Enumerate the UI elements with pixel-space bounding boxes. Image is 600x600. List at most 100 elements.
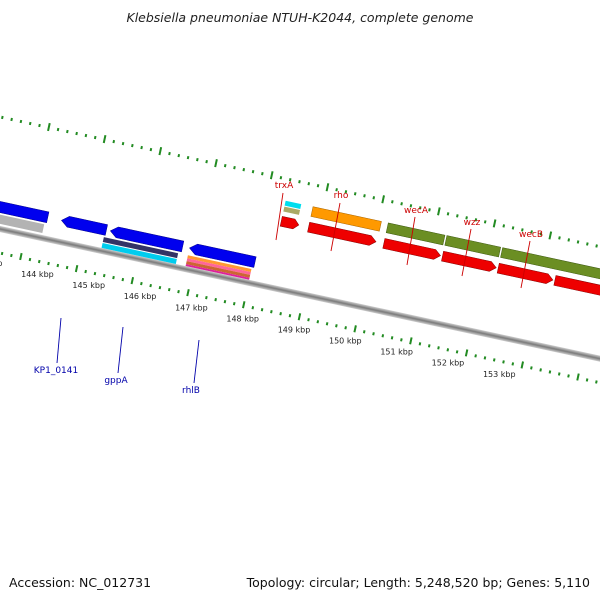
tick-mark (316, 184, 320, 188)
tick-mark (19, 252, 23, 261)
tick-mark (223, 300, 227, 304)
scale-label: 148 kbp (226, 314, 259, 323)
gene-label-wecB: wecB (519, 230, 543, 240)
tick-mark (557, 372, 561, 376)
tick-mark (121, 277, 125, 282)
tick-mark (205, 295, 208, 300)
tick-mark (548, 231, 553, 240)
tick-mark (177, 289, 180, 294)
tick-mark (140, 281, 143, 286)
tick-mark (492, 358, 496, 362)
tick-mark (502, 360, 505, 364)
tick-mark (437, 207, 441, 216)
cds-arrow-forward (441, 250, 497, 272)
cog-bar-cyan (284, 200, 302, 209)
cds-arrow-reverse (0, 199, 50, 224)
tick-mark (1, 115, 4, 120)
tick-mark (186, 289, 190, 297)
cog-bar-orange (187, 255, 252, 272)
tick-mark (130, 276, 135, 285)
tick-mark (251, 170, 255, 174)
gene-leader (461, 228, 472, 277)
tick-mark (177, 153, 181, 158)
scale-label: 150 kbp (329, 337, 362, 346)
cds-arrow-forward (553, 275, 600, 300)
tick-mark (279, 176, 283, 180)
tick-mark (335, 324, 338, 328)
tick-mark (75, 131, 78, 136)
tick-mark (112, 275, 115, 280)
tick-mark (102, 134, 107, 144)
tick-mark (297, 313, 302, 321)
tick-mark (409, 204, 413, 208)
tick-mark (455, 350, 459, 354)
tick-mark (0, 251, 4, 256)
tick-mark (464, 349, 469, 357)
tick-mark (47, 261, 50, 266)
tick-mark (74, 264, 79, 273)
tick-mark (205, 159, 208, 164)
gene-leader (330, 202, 341, 252)
tick-mark (362, 330, 366, 334)
tick-mark (28, 257, 32, 262)
tick-mark (418, 342, 422, 346)
tick-mark (446, 212, 450, 216)
tick-mark (428, 208, 431, 212)
tick-mark (576, 240, 580, 244)
tick-mark (269, 171, 274, 180)
tick-mark (456, 214, 459, 218)
gene-leader (406, 216, 416, 266)
gene-leader (520, 240, 531, 289)
tick-mark (10, 117, 13, 122)
tick-mark (558, 236, 561, 240)
tick-mark (381, 334, 385, 338)
tick-mark (344, 326, 347, 330)
cog-bar-navy (102, 237, 179, 259)
tick-mark (390, 336, 394, 340)
gene-label-rhlB: rhlB (182, 386, 200, 396)
tick-mark (409, 337, 413, 345)
gene-label-rho: rho (334, 191, 349, 201)
tick-mark (84, 269, 87, 274)
tick-mark (279, 312, 282, 316)
tick-mark (131, 143, 134, 148)
cog-bar-salmon (186, 261, 251, 278)
cds-arrow-forward (307, 221, 377, 246)
tick-mark (548, 370, 552, 374)
scale-label: 149 kbp (278, 325, 311, 334)
gene-labels: trxA rho wecA wzz wecB KP1_0141 gppA rhlB (34, 181, 543, 396)
tick-mark (242, 167, 246, 172)
tick-mark (307, 182, 311, 186)
tick-mark (93, 135, 97, 140)
tick-mark (168, 151, 171, 156)
tick-mark (214, 297, 217, 302)
gene-label-wzz: wzz (464, 218, 481, 228)
tick-mark (521, 228, 524, 232)
tick-mark (65, 265, 69, 270)
tick-mark (520, 361, 525, 369)
cds-arrow-reverse (109, 226, 185, 253)
tick-mark (242, 301, 246, 309)
scale-label: 143 kbp (0, 259, 2, 268)
genome-backbone (0, 219, 600, 374)
tick-mark (446, 348, 450, 352)
inner-tick-ring (0, 251, 598, 384)
gene-label-KP1_0141: KP1_0141 (34, 366, 78, 376)
tick-mark (56, 127, 60, 132)
cog-bar-green (500, 247, 600, 286)
tick-mark (298, 180, 301, 184)
tick-mark (232, 302, 236, 306)
tick-mark (344, 190, 348, 194)
tick-mark (585, 378, 589, 382)
map-title: Klebsiella pneumoniae NTUH-K2044, comple… (126, 10, 474, 25)
gene-leaders (56, 192, 531, 384)
cds-arrow-forward (382, 238, 441, 260)
topology-text: Topology: circular; Length: 5,248,520 bp… (246, 575, 590, 590)
tick-mark (223, 163, 227, 168)
tick-mark (400, 202, 403, 206)
tick-mark (56, 263, 60, 268)
tick-mark (353, 192, 357, 196)
tick-mark (539, 368, 542, 372)
